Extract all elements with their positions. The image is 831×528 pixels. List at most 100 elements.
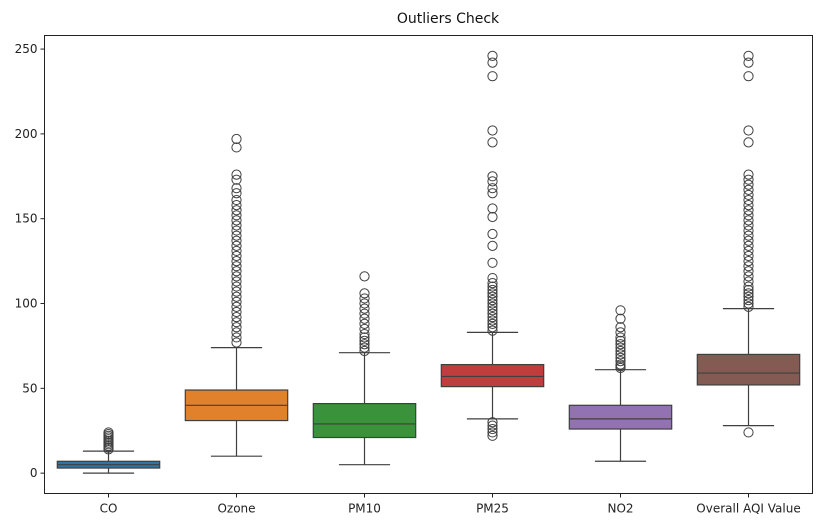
outlier-point (615, 327, 626, 338)
y-tick-label: 200 (15, 127, 38, 141)
chart-title: Outliers Check (397, 11, 500, 27)
outlier-point (231, 205, 242, 216)
box-group-5 (696, 50, 801, 438)
y-tick-label: 50 (22, 381, 37, 395)
outlier-point (231, 220, 242, 231)
outlier-point (231, 225, 242, 236)
outlier-point (743, 174, 754, 185)
x-tick-label: NO2 (607, 502, 633, 516)
outlier-point (231, 174, 242, 185)
outlier-point (231, 301, 242, 313)
outlier-point (231, 235, 242, 246)
outlier-point (487, 125, 498, 136)
outlier-point (487, 325, 498, 336)
outlier-point (743, 205, 754, 216)
outlier-point (743, 225, 754, 236)
outlier-point (487, 57, 498, 68)
outlier-point (487, 295, 498, 306)
x-tick-label: Overall AQI Value (696, 502, 800, 516)
outlier-point (743, 71, 754, 82)
outlier-point (231, 188, 242, 199)
outlier-point (487, 322, 498, 333)
outlier-point (359, 308, 370, 319)
outlier-point (231, 317, 242, 328)
outlier-point (231, 281, 242, 292)
outlier-point (487, 71, 498, 82)
outlier-point (743, 215, 754, 226)
outlier-point (487, 284, 498, 296)
outlier-point (487, 240, 498, 251)
outlier-point (231, 291, 242, 302)
box-group-2 (312, 271, 417, 466)
outlier-point (231, 276, 242, 287)
outlier-point (743, 245, 754, 257)
outlier-point (231, 250, 242, 262)
outlier-point (231, 200, 242, 211)
outlier-point (743, 240, 754, 251)
outlier-point (743, 184, 754, 195)
outlier-point (743, 271, 754, 282)
outlier-point (231, 133, 242, 145)
outlier-point (743, 295, 754, 306)
box (312, 402, 417, 439)
outlier-point (359, 313, 370, 324)
outlier-point (231, 286, 242, 297)
outlier-point (743, 194, 754, 206)
outlier-point (359, 328, 370, 340)
outlier-point (487, 171, 498, 182)
outlier-point (231, 194, 242, 206)
outlier-point (487, 301, 498, 313)
outlier-point (487, 305, 498, 316)
box-group-4 (568, 305, 673, 462)
outlier-point (487, 188, 498, 199)
outlier-point (231, 245, 242, 257)
outlier-point (615, 322, 626, 333)
plot-frame (44, 35, 813, 494)
outlier-point (231, 169, 242, 180)
outlier-point (743, 220, 754, 231)
outlier-point (103, 427, 114, 438)
outlier-point (615, 345, 626, 357)
outlier-point (487, 427, 498, 438)
outlier-point (743, 276, 754, 287)
outlier-point (743, 189, 754, 201)
outlier-point (231, 327, 242, 338)
outlier-point (743, 200, 754, 211)
outlier-point (231, 296, 242, 307)
x-tick-label: CO (100, 502, 118, 516)
outlier-point (743, 284, 754, 296)
outlier-point (615, 349, 626, 360)
outlier-point (743, 125, 754, 136)
outlier-point (743, 427, 754, 438)
outlier-point (487, 203, 498, 214)
outlier-point (487, 288, 498, 299)
outlier-point (615, 305, 626, 316)
outlier-point (231, 256, 242, 267)
outlier-point (743, 256, 754, 267)
outlier-point (487, 278, 498, 289)
y-axis: 0 50 100 150 200 250 (15, 42, 45, 480)
outlier-point (743, 137, 754, 148)
outlier-point (231, 322, 242, 333)
outlier-point (743, 57, 754, 68)
outlier-point (231, 183, 242, 194)
box (696, 353, 801, 386)
outlier-point (359, 318, 370, 329)
outlier-point (359, 303, 370, 314)
outlier-point (359, 342, 370, 353)
outlier-point (359, 288, 370, 299)
outlier-point (231, 142, 242, 153)
outlier-point (743, 179, 754, 190)
outlier-point (487, 183, 498, 194)
outlier-point (231, 332, 242, 343)
x-tick-label: Ozone (217, 502, 255, 516)
outlier-point (487, 50, 498, 61)
outlier-point (359, 345, 370, 357)
box-group-1 (184, 133, 289, 457)
x-tick-label: PM25 (476, 502, 509, 516)
box-group-3 (440, 50, 545, 441)
outlier-point (231, 337, 242, 348)
x-tick-label: PM10 (348, 502, 381, 516)
